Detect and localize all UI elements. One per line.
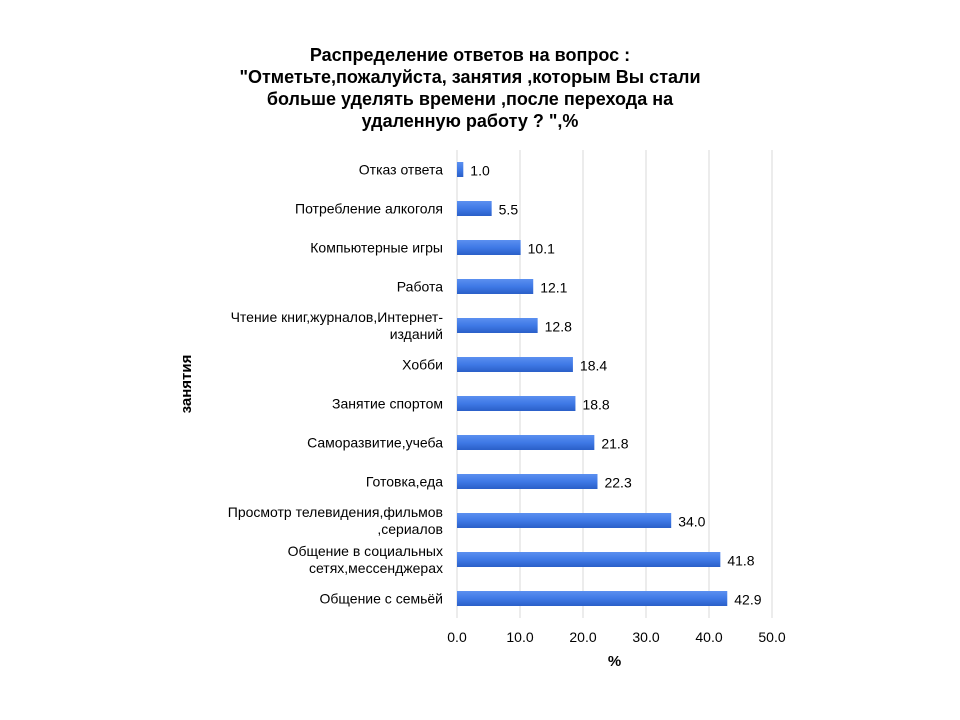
chart-title-line: больше уделять времени ,после перехода н… — [266, 89, 674, 109]
value-label: 12.8 — [545, 319, 572, 335]
grid-lines — [456, 150, 773, 618]
x-tick-label: 30.0 — [632, 629, 659, 645]
category-label: сетях,мессенджерах — [309, 560, 443, 576]
x-tick-label: 0.0 — [447, 629, 467, 645]
value-label: 34.0 — [678, 514, 705, 530]
bar — [457, 396, 576, 411]
bar — [457, 513, 672, 528]
bar — [457, 162, 464, 177]
category-label: Общение в социальных — [288, 543, 443, 559]
bar — [457, 435, 595, 450]
value-label: 41.8 — [727, 553, 754, 569]
x-axis-title: % — [608, 653, 621, 670]
category-label: Саморазвитие,учеба — [307, 435, 443, 451]
value-label: 18.4 — [580, 358, 607, 374]
labels: 0.0 10.0 20.0 30.0 40.0 50.0 1.0 Отказ ответа 5.… — [178, 162, 786, 671]
bar — [457, 552, 721, 567]
category-label: Готовка,еда — [366, 474, 443, 490]
category-label: Просмотр телевидения,фильмов — [228, 504, 443, 520]
value-label: 42.9 — [734, 592, 761, 608]
bars — [457, 162, 728, 606]
x-tick-label: 40.0 — [695, 629, 722, 645]
y-axis-title: занятия — [178, 355, 195, 414]
category-label: изданий — [390, 326, 443, 342]
category-label: Общение с семьёй — [320, 591, 443, 607]
bar — [457, 201, 492, 216]
x-tick-label: 50.0 — [758, 629, 785, 645]
category-label: Компьютерные игры — [310, 240, 443, 256]
category-label: Работа — [397, 279, 443, 295]
category-label: Чтение книг,журналов,Интернет- — [231, 309, 444, 325]
chart-title-line: "Отметьте,пожалуйста, занятия ,которым В… — [239, 67, 701, 87]
value-label: 12.1 — [540, 280, 567, 296]
category-label: Отказ ответа — [359, 162, 443, 178]
x-tick-label: 20.0 — [569, 629, 596, 645]
bar — [457, 318, 538, 333]
value-label: 1.0 — [470, 163, 490, 179]
bar — [457, 240, 521, 255]
bar — [457, 474, 598, 489]
category-label: ,сериалов — [377, 521, 443, 537]
bar — [457, 357, 573, 372]
category-label: Хобби — [402, 357, 443, 373]
value-label: 22.3 — [604, 475, 631, 491]
chart-title-line: Распределение ответов на вопрос : — [309, 45, 631, 65]
category-label: Потребление алкоголя — [295, 201, 443, 217]
value-label: 21.8 — [601, 436, 628, 452]
x-tick-label: 10.0 — [506, 629, 533, 645]
category-label: Занятие спортом — [332, 396, 443, 412]
value-label: 10.1 — [528, 241, 555, 257]
value-label: 18.8 — [582, 397, 609, 413]
chart-title: Распределение ответов на вопрос : "Отмет… — [190, 44, 750, 132]
value-label: 5.5 — [499, 202, 519, 218]
bar — [457, 591, 728, 606]
bar — [457, 279, 534, 294]
chart-title-line: удаленную работу ? ",% — [361, 111, 579, 131]
